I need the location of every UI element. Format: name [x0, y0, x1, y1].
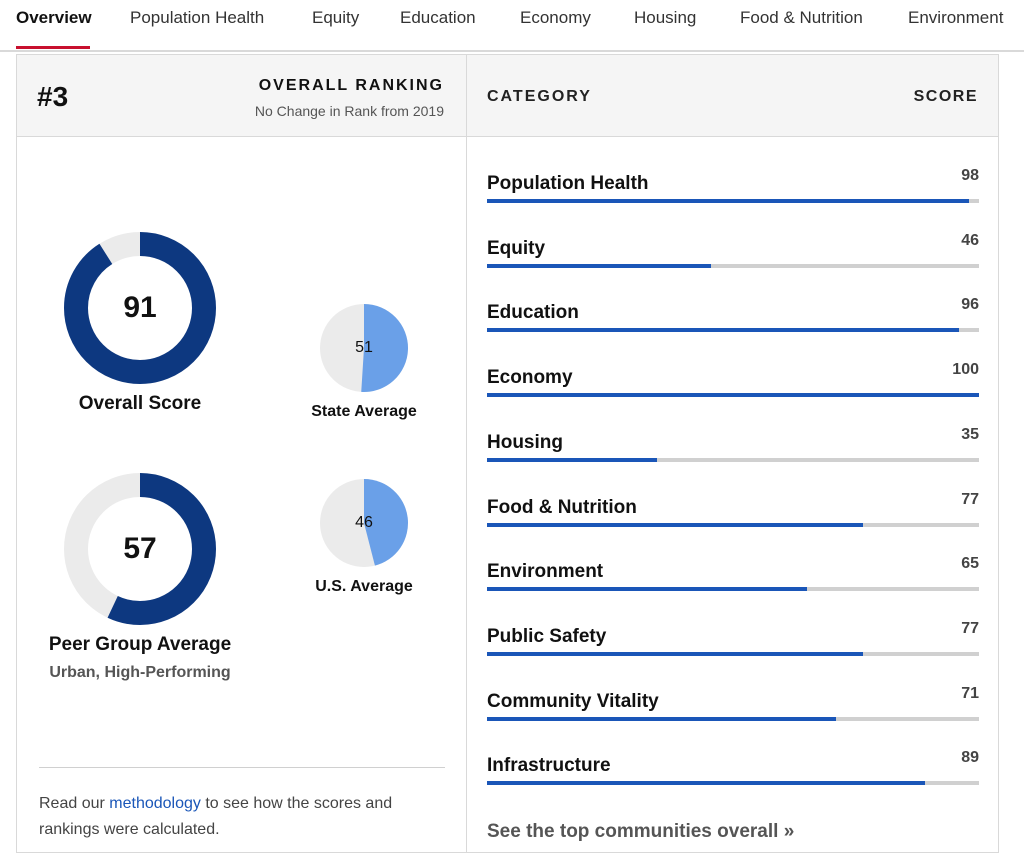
overall-score-donut — [64, 232, 216, 384]
score-bar-track — [487, 651, 979, 656]
category-row: Education 96 — [487, 296, 979, 366]
methodology-note: Read our methodology to see how the scor… — [39, 791, 449, 843]
tab-economy[interactable]: Economy — [520, 8, 591, 27]
ranking-subtitle: No Change in Rank from 2019 — [254, 103, 444, 119]
category-name: Infrastructure — [487, 755, 611, 777]
score-bar-track — [487, 716, 979, 721]
category-score: 77 — [961, 619, 979, 637]
tab-population-health[interactable]: Population Health — [130, 8, 265, 27]
category-row: Economy 100 — [487, 361, 979, 431]
score-bar-fill — [487, 457, 657, 462]
methodology-link[interactable]: methodology — [109, 795, 201, 812]
category-column-header: CATEGORY — [487, 88, 592, 105]
peer-donut-arc — [64, 473, 216, 625]
ranking-panel: #3 OVERALL RANKING No Change in Rank fro… — [16, 54, 467, 853]
category-score: 89 — [961, 749, 979, 767]
active-tab-indicator — [16, 46, 90, 49]
category-header: CATEGORY SCORE — [467, 55, 998, 137]
peer-group-donut — [64, 473, 216, 625]
category-name: Education — [487, 302, 579, 324]
score-bar-fill — [487, 781, 925, 786]
score-bar-track — [487, 263, 979, 268]
category-name: Environment — [487, 561, 604, 583]
category-score: 100 — [952, 361, 979, 379]
category-row: Equity 46 — [487, 232, 979, 302]
category-score: 98 — [961, 167, 979, 184]
state-average-pie — [320, 304, 408, 392]
tab-housing[interactable]: Housing — [634, 8, 697, 27]
category-row: Food & Nutrition 77 — [487, 491, 979, 561]
score-bar-fill — [487, 587, 807, 592]
ranking-header: #3 OVERALL RANKING No Change in Rank fro… — [17, 55, 466, 137]
category-name: Equity — [487, 237, 546, 259]
score-bar-track — [487, 522, 979, 527]
score-bar-track — [487, 199, 979, 203]
tab-food-nutrition[interactable]: Food & Nutrition — [740, 8, 863, 27]
category-row: Community Vitality 71 — [487, 685, 979, 755]
methodology-text-after: to see how the scores and rankings were … — [39, 795, 393, 838]
category-name: Housing — [487, 431, 563, 453]
category-score: 46 — [961, 231, 979, 249]
state-pie-slice — [361, 304, 408, 392]
us-average-pie — [320, 479, 409, 567]
us-average-label: U.S. Average — [315, 578, 413, 595]
see-top-communities-link[interactable]: See the top communities overall » — [487, 821, 795, 842]
category-row: Infrastructure 89 — [487, 749, 979, 819]
score-bar-track — [487, 328, 979, 333]
score-bar-track — [487, 393, 979, 398]
score-bar-track — [487, 781, 979, 786]
category-score: 65 — [961, 555, 979, 573]
peer-group-label: Peer Group Average — [48, 634, 232, 655]
score-bar-fill — [487, 263, 711, 268]
peer-group-sublabel: Urban, High-Performing — [49, 664, 231, 681]
state-average-value: 51 — [355, 339, 373, 356]
category-name: Economy — [487, 367, 573, 389]
us-average-value: 46 — [355, 514, 373, 531]
ranking-title: OVERALL RANKING — [258, 77, 444, 94]
category-name: Food & Nutrition — [487, 496, 637, 518]
category-row: Environment 65 — [487, 555, 979, 625]
state-average-label: State Average — [311, 403, 417, 420]
overall-donut-arc — [64, 232, 216, 384]
methodology-text-before: Read our — [39, 795, 110, 812]
score-column-header: SCORE — [913, 88, 978, 105]
category-row: Housing 35 — [487, 426, 979, 496]
category-name: Community Vitality — [487, 690, 659, 712]
category-panel: CATEGORY SCORE Population Health 98 Equity… — [466, 54, 999, 853]
category-name: Public Safety — [487, 625, 607, 647]
score-bar-fill — [487, 328, 960, 333]
score-bar-track — [487, 457, 979, 462]
rank-value: #3 — [37, 81, 69, 112]
overall-score-value: 91 — [123, 291, 157, 324]
divider — [39, 767, 445, 768]
overall-score-label: Overall Score — [78, 393, 202, 414]
score-bar-fill — [487, 651, 864, 656]
category-name: Population Health — [487, 173, 649, 194]
peer-group-value: 57 — [123, 532, 157, 565]
category-score: 71 — [961, 684, 979, 702]
category-score: 77 — [961, 490, 979, 508]
category-score: 35 — [961, 425, 979, 443]
tab-equity[interactable]: Equity — [312, 8, 360, 27]
score-bar-fill — [487, 199, 970, 203]
category-row: Population Health 98 — [487, 167, 979, 237]
tab-overview[interactable]: Overview — [16, 8, 92, 27]
score-bar-fill — [487, 522, 864, 527]
category-row: Public Safety 77 — [487, 620, 979, 690]
score-bar-fill — [487, 716, 837, 721]
top-nav: Overview Population Health Equity Educat… — [0, 0, 1024, 52]
tab-education[interactable]: Education — [400, 8, 476, 27]
tab-environment[interactable]: Environment — [908, 8, 1004, 27]
category-score: 96 — [961, 296, 979, 314]
us-pie-slice — [364, 479, 409, 566]
score-bar-fill — [487, 393, 979, 398]
score-bar-track — [487, 587, 979, 592]
